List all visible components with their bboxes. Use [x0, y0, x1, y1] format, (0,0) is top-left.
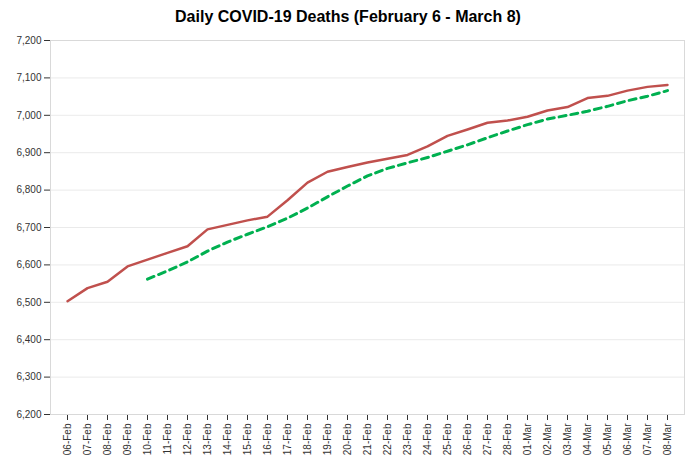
svg-text:08-Feb: 08-Feb	[102, 423, 113, 455]
svg-text:20-Feb: 20-Feb	[342, 423, 353, 455]
svg-text:6,700: 6,700	[16, 222, 41, 233]
svg-text:15-Feb: 15-Feb	[242, 423, 253, 455]
svg-text:17-Feb: 17-Feb	[282, 423, 293, 455]
svg-text:13-Feb: 13-Feb	[202, 423, 213, 455]
svg-text:08-Mar: 08-Mar	[662, 423, 673, 455]
svg-text:26-Feb: 26-Feb	[462, 423, 473, 455]
svg-text:24-Feb: 24-Feb	[422, 423, 433, 455]
svg-text:28-Feb: 28-Feb	[502, 423, 513, 455]
svg-text:19-Feb: 19-Feb	[322, 423, 333, 455]
svg-text:05-Mar: 05-Mar	[602, 423, 613, 455]
svg-text:27-Feb: 27-Feb	[482, 423, 493, 455]
svg-text:14-Feb: 14-Feb	[222, 423, 233, 455]
svg-text:22-Feb: 22-Feb	[382, 423, 393, 455]
svg-text:6,600: 6,600	[16, 259, 41, 270]
html-text:Daily COVID-19 Deaths (Februar: Daily COVID-19 Deaths (February 6 - Marc…	[175, 8, 521, 25]
svg-text:07-Feb: 07-Feb	[82, 423, 93, 455]
svg-text:06-Feb: 06-Feb	[62, 423, 73, 455]
svg-text:25-Feb: 25-Feb	[442, 423, 453, 455]
svg-text:21-Feb: 21-Feb	[362, 423, 373, 455]
svg-text:23-Feb: 23-Feb	[402, 423, 413, 455]
svg-text:10-Feb: 10-Feb	[142, 423, 153, 455]
svg-text:16-Feb: 16-Feb	[262, 423, 273, 455]
svg-text:18-Feb: 18-Feb	[302, 423, 313, 455]
svg-text:7,000: 7,000	[16, 110, 41, 121]
svg-text:06-Mar: 06-Mar	[622, 423, 633, 455]
svg-text:11-Feb: 11-Feb	[162, 423, 173, 454]
svg-text:6,900: 6,900	[16, 147, 41, 158]
svg-text:03-Mar: 03-Mar	[562, 423, 573, 455]
svg-text:04-Mar: 04-Mar	[582, 423, 593, 455]
svg-text:6,300: 6,300	[16, 371, 41, 382]
svg-text:7,200: 7,200	[16, 35, 41, 46]
svg-text:6,200: 6,200	[16, 409, 41, 420]
svg-text:7,100: 7,100	[16, 72, 41, 83]
svg-text:12-Feb: 12-Feb	[182, 423, 193, 455]
svg-text:6,500: 6,500	[16, 297, 41, 308]
svg-text:02-Mar: 02-Mar	[542, 423, 553, 455]
svg-text:6,800: 6,800	[16, 184, 41, 195]
svg-text:07-Mar: 07-Mar	[642, 423, 653, 455]
svg-text:6,400: 6,400	[16, 334, 41, 345]
svg-text:01-Mar: 01-Mar	[522, 423, 533, 455]
svg-text:09-Feb: 09-Feb	[122, 423, 133, 455]
